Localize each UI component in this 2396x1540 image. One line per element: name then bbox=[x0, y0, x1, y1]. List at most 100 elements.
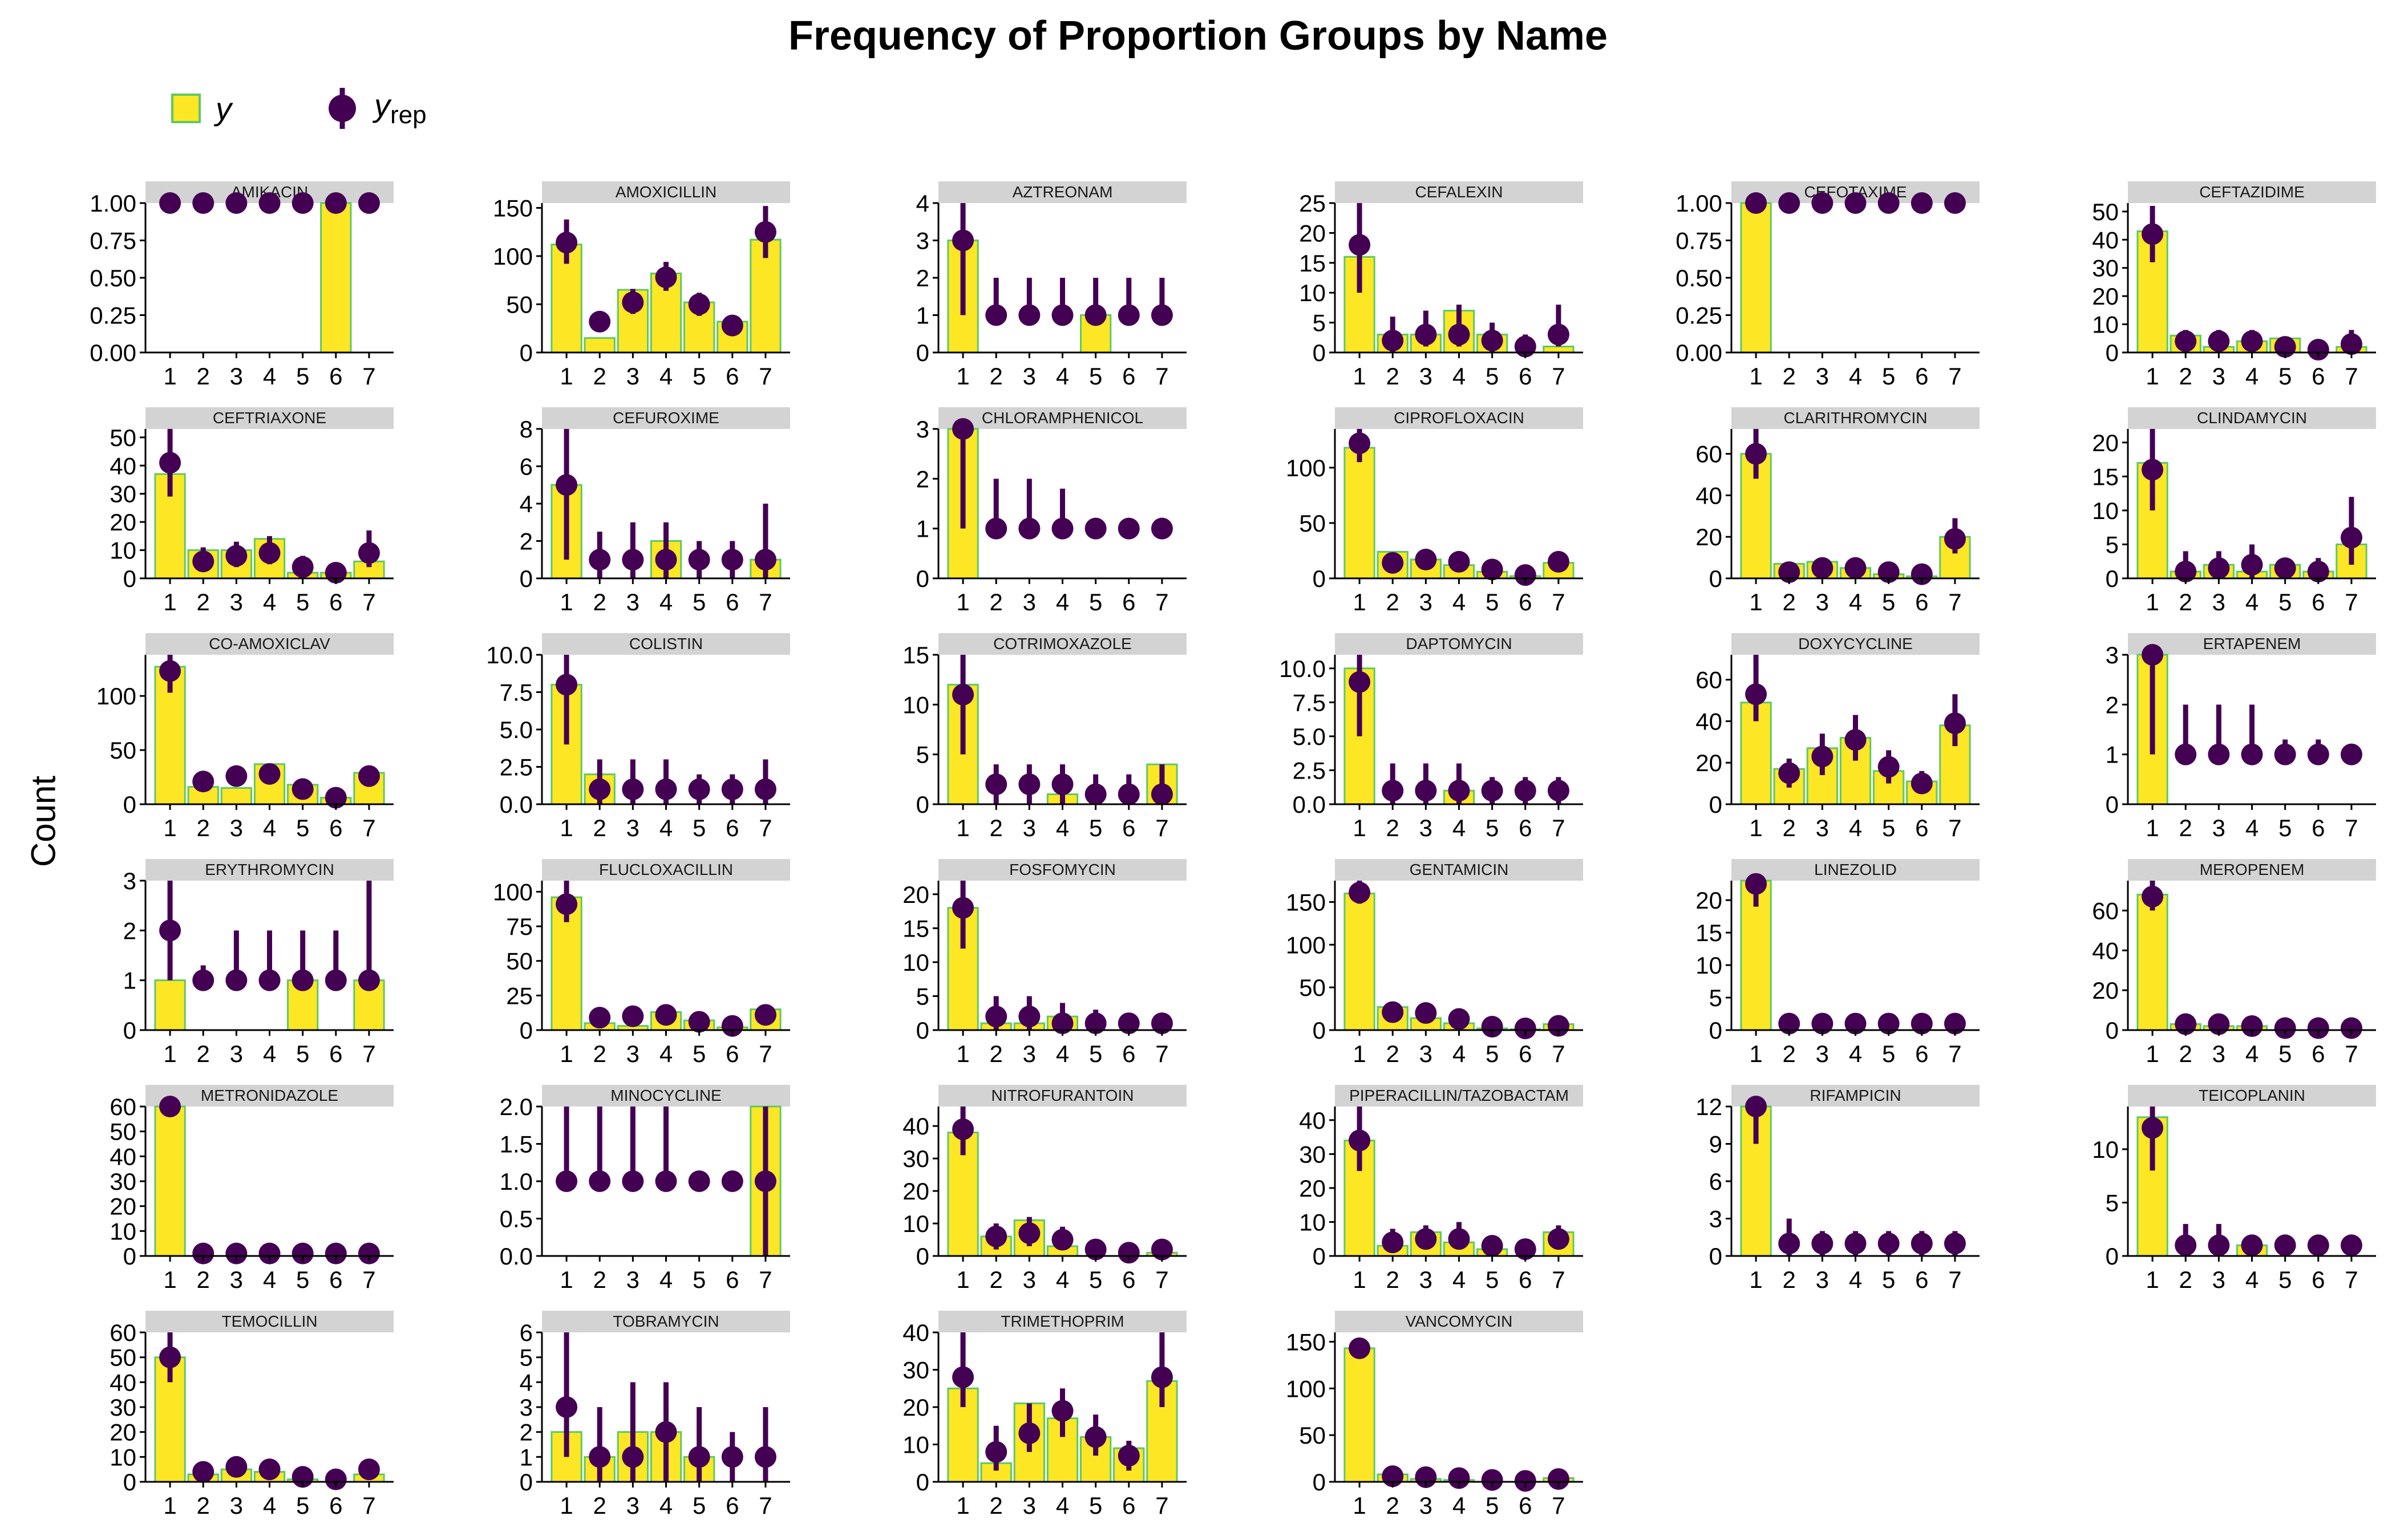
y-tick-label: 20 bbox=[110, 1419, 136, 1446]
x-tick-label: 4 bbox=[659, 1492, 673, 1519]
yrep-point bbox=[2208, 1234, 2230, 1257]
x-tick-label: 3 bbox=[230, 1266, 243, 1293]
yrep-point bbox=[358, 192, 380, 214]
facet-strip-label: TRIMETHOPRIM bbox=[1001, 1312, 1124, 1330]
x-tick-label: 7 bbox=[2345, 1266, 2358, 1293]
x-tick-label: 3 bbox=[230, 1492, 243, 1519]
x-tick-label: 5 bbox=[1089, 363, 1102, 390]
yrep-point bbox=[2175, 561, 2197, 583]
yrep-point bbox=[1382, 1001, 1404, 1023]
x-tick-label: 2 bbox=[2179, 589, 2192, 615]
x-tick-label: 2 bbox=[1783, 589, 1796, 615]
yrep-point bbox=[655, 266, 677, 289]
y-tick-label: 0 bbox=[1313, 565, 1326, 592]
x-tick-label: 3 bbox=[2212, 363, 2225, 390]
yrep-point bbox=[1844, 1012, 1867, 1035]
yrep-point bbox=[1481, 780, 1503, 802]
y-tick-label: 1.0 bbox=[500, 1168, 533, 1195]
yrep-point bbox=[589, 1446, 611, 1468]
bar-y bbox=[320, 202, 352, 354]
yrep-point bbox=[1051, 1229, 1074, 1251]
facet-strip-label: AMOXICILLIN bbox=[616, 183, 717, 201]
y-tick-label: 40 bbox=[2092, 226, 2119, 253]
y-tick-label: 150 bbox=[1286, 889, 1326, 915]
x-tick-label: 1 bbox=[1353, 1040, 1366, 1067]
facet-strip bbox=[145, 633, 394, 655]
y-tick-label: 0 bbox=[916, 1017, 929, 1044]
yrep-point bbox=[1547, 1015, 1569, 1037]
x-tick-label: 1 bbox=[956, 589, 969, 615]
yrep-point bbox=[655, 778, 677, 800]
x-tick-label: 6 bbox=[329, 814, 342, 841]
y-tick-label: 20 bbox=[1695, 887, 1722, 914]
y-tick-label: 0.0 bbox=[1293, 791, 1326, 818]
yrep-point bbox=[622, 1170, 644, 1192]
facet-panel: GENTAMICIN 0 50 100 150 1 2 3 4 5 6 7 bbox=[1286, 859, 1583, 1067]
y-tick-label: 0 bbox=[123, 1469, 136, 1496]
yrep-point bbox=[2307, 339, 2329, 361]
yrep-point bbox=[622, 1446, 644, 1468]
y-tick-label: 0 bbox=[123, 791, 136, 818]
y-tick-label: 5 bbox=[1313, 310, 1326, 337]
y-tick-label: 2 bbox=[123, 917, 136, 944]
y-tick-label: 10 bbox=[2092, 1136, 2119, 1163]
facet-strip-label: CIPROFLOXACIN bbox=[1394, 409, 1524, 427]
yrep-point bbox=[1051, 1012, 1074, 1035]
x-tick-label: 5 bbox=[296, 1040, 309, 1067]
y-tick-label: 1 bbox=[520, 1444, 533, 1470]
x-tick-label: 2 bbox=[593, 1266, 606, 1293]
bar-y bbox=[584, 337, 616, 354]
x-tick-label: 7 bbox=[1155, 1266, 1168, 1293]
x-tick-label: 2 bbox=[990, 1040, 1003, 1067]
yrep-point bbox=[1084, 1012, 1107, 1035]
facet-panel: CIPROFLOXACIN 0 50 100 1 2 3 4 5 6 7 bbox=[1286, 407, 1583, 615]
yrep-point bbox=[1547, 1468, 1569, 1490]
x-tick-label: 2 bbox=[2179, 1040, 2192, 1067]
yrep-point bbox=[1018, 773, 1041, 796]
y-tick-label: 50 bbox=[2092, 198, 2119, 225]
y-tick-label: 9 bbox=[1709, 1131, 1722, 1158]
y-tick-label: 10 bbox=[1695, 952, 1722, 979]
yrep-point bbox=[1349, 881, 1371, 903]
y-tick-label: 0 bbox=[916, 565, 929, 592]
y-tick-label: 2 bbox=[916, 465, 929, 492]
y-tick-label: 30 bbox=[110, 1394, 136, 1421]
x-tick-label: 1 bbox=[1749, 363, 1762, 390]
facet-strip-label: TEMOCILLIN bbox=[221, 1312, 317, 1330]
x-tick-label: 5 bbox=[1089, 1492, 1102, 1519]
x-tick-label: 4 bbox=[2245, 363, 2259, 390]
y-tick-label: 20 bbox=[902, 1394, 929, 1421]
x-tick-label: 6 bbox=[2312, 589, 2325, 615]
yrep-point bbox=[1415, 549, 1437, 571]
x-tick-label: 4 bbox=[263, 1266, 276, 1293]
y-tick-label: 3 bbox=[916, 228, 929, 254]
y-tick-label: 15 bbox=[902, 915, 929, 942]
yrep-point bbox=[258, 192, 281, 214]
yrep-point bbox=[556, 1396, 578, 1418]
x-tick-label: 1 bbox=[1749, 589, 1762, 615]
yrep-point bbox=[159, 919, 181, 942]
x-tick-label: 4 bbox=[1849, 1266, 1862, 1293]
x-tick-label: 3 bbox=[626, 1492, 640, 1519]
x-tick-label: 3 bbox=[2212, 1040, 2225, 1067]
x-tick-label: 7 bbox=[759, 589, 772, 615]
yrep-point bbox=[754, 221, 776, 243]
x-tick-label: 6 bbox=[726, 1040, 739, 1067]
y-tick-label: 15 bbox=[2092, 463, 2119, 490]
yrep-point bbox=[1944, 1233, 1966, 1255]
y-tick-label: 20 bbox=[2092, 283, 2119, 310]
y-tick-label: 10 bbox=[110, 1444, 136, 1470]
y-tick-label: 10 bbox=[902, 1210, 929, 1237]
x-tick-label: 4 bbox=[2245, 1040, 2259, 1067]
yrep-point bbox=[2307, 1234, 2329, 1257]
yrep-point bbox=[985, 1441, 1007, 1463]
y-tick-label: 3 bbox=[916, 416, 929, 443]
yrep-point bbox=[556, 474, 578, 496]
x-tick-label: 7 bbox=[362, 1492, 375, 1519]
yrep-point bbox=[225, 1456, 248, 1478]
x-tick-label: 3 bbox=[626, 363, 640, 390]
yrep-point bbox=[1778, 192, 1800, 214]
facet-strip-label: CEFALEXIN bbox=[1415, 183, 1503, 201]
legend-swatch-point bbox=[329, 88, 356, 129]
x-tick-label: 5 bbox=[1486, 1492, 1499, 1519]
